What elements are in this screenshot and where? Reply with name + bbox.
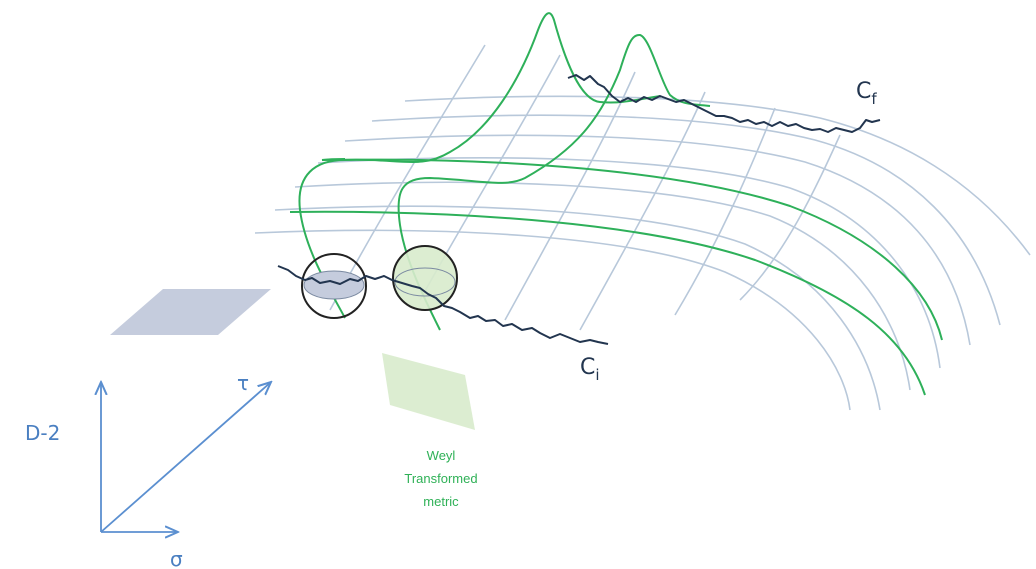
green-arc	[289, 210, 926, 396]
grid-arc	[294, 181, 911, 391]
grid-arc	[344, 134, 971, 346]
grey-plane	[110, 289, 271, 335]
grid-arc	[274, 205, 881, 411]
curve-c-f	[567, 74, 881, 133]
strings	[277, 74, 881, 345]
coordinate-axes	[101, 382, 271, 532]
wave-packet-1	[298, 12, 661, 319]
grid-transverse	[579, 91, 706, 331]
weyl-line-3: metric	[423, 494, 459, 509]
grid-transverse	[739, 134, 841, 301]
green-wave-packets	[298, 12, 711, 331]
weyl-line-1: Weyl	[427, 448, 456, 463]
green-plane	[382, 353, 475, 430]
sphere-right	[392, 245, 458, 311]
surface-grid-arcs	[254, 95, 1031, 411]
grid-transverse	[504, 71, 636, 321]
surface-grid-transverse	[329, 44, 841, 331]
grid-arc	[254, 229, 851, 411]
green-arc	[321, 158, 346, 161]
axis-label-horizontal: σ	[170, 547, 183, 569]
sphere-left	[301, 253, 367, 319]
green-grid-arcs	[289, 158, 943, 396]
label-c-i: Ci	[580, 355, 600, 384]
grid-transverse	[329, 44, 486, 311]
axis-label-diagonal: τ	[237, 371, 249, 395]
label-c-f: Cf	[856, 79, 877, 108]
axis-label-vertical: D-2	[25, 421, 60, 445]
grid-arc	[371, 114, 1001, 326]
grid-arc	[317, 157, 941, 369]
axis-diagonal	[100, 382, 271, 533]
grid-transverse	[674, 107, 776, 316]
wave-packet-2	[397, 33, 711, 331]
weyl-annotation: Weyl Transformed metric	[404, 448, 477, 509]
curve-c-i	[277, 265, 609, 345]
grid-arc	[404, 95, 1031, 256]
weyl-line-2: Transformed	[404, 471, 477, 486]
green-arc	[321, 158, 943, 341]
